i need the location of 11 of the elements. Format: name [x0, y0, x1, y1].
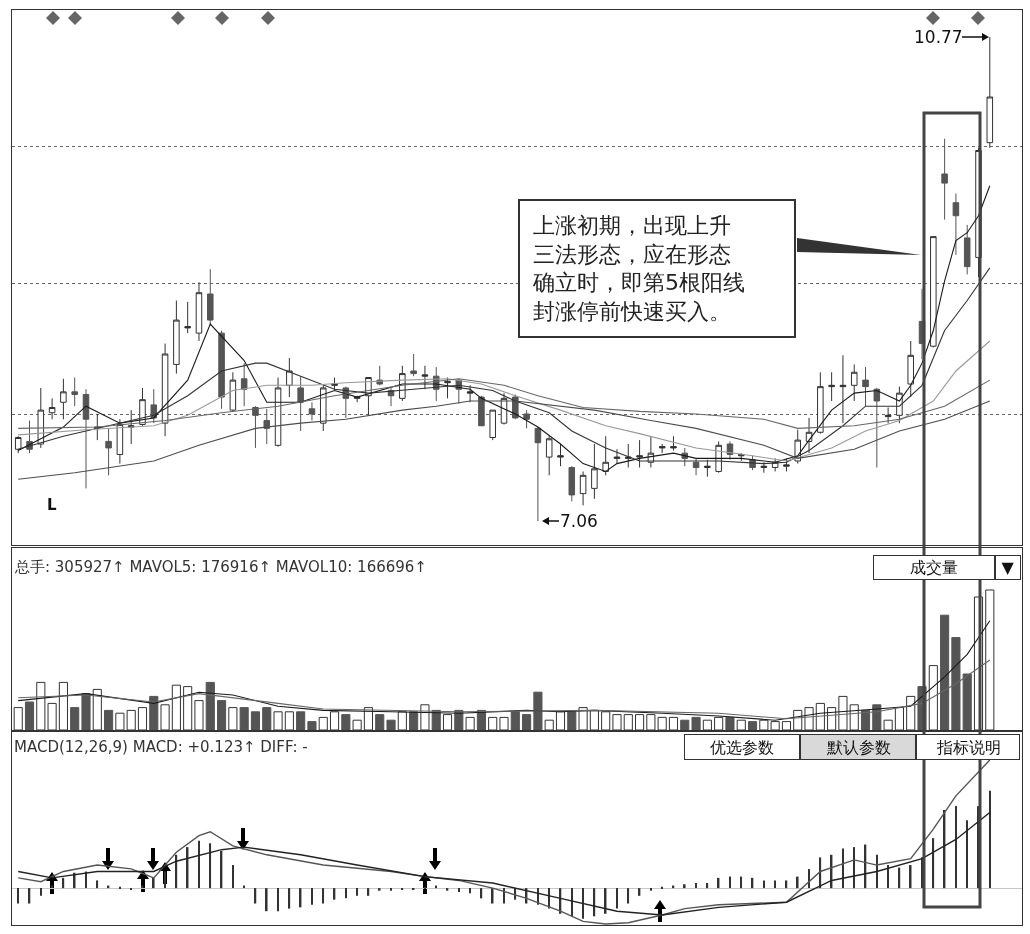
- annotation: L: [47, 496, 57, 514]
- chart-title: 总手: 305927↑ MAVOL5: 176916↑ MAVOL10: 166696↑: [14, 558, 427, 576]
- text: 成交量: [910, 558, 958, 577]
- annotation: 7.06: [560, 511, 598, 531]
- text: ▼: [1001, 558, 1015, 577]
- chart-title: MACD(12,26,9) MACD: +0.123↑ DIFF: -: [14, 738, 308, 756]
- annotation: 上涨初期，出现上升三法形态，应在形态确立时，即第5根阳线封涨停前快速买入。: [532, 213, 745, 324]
- text: 指标说明: [935, 737, 1001, 757]
- text: 默认参数: [825, 737, 891, 757]
- text: 优选参数: [710, 737, 774, 757]
- annotation: 10.77: [914, 27, 963, 47]
